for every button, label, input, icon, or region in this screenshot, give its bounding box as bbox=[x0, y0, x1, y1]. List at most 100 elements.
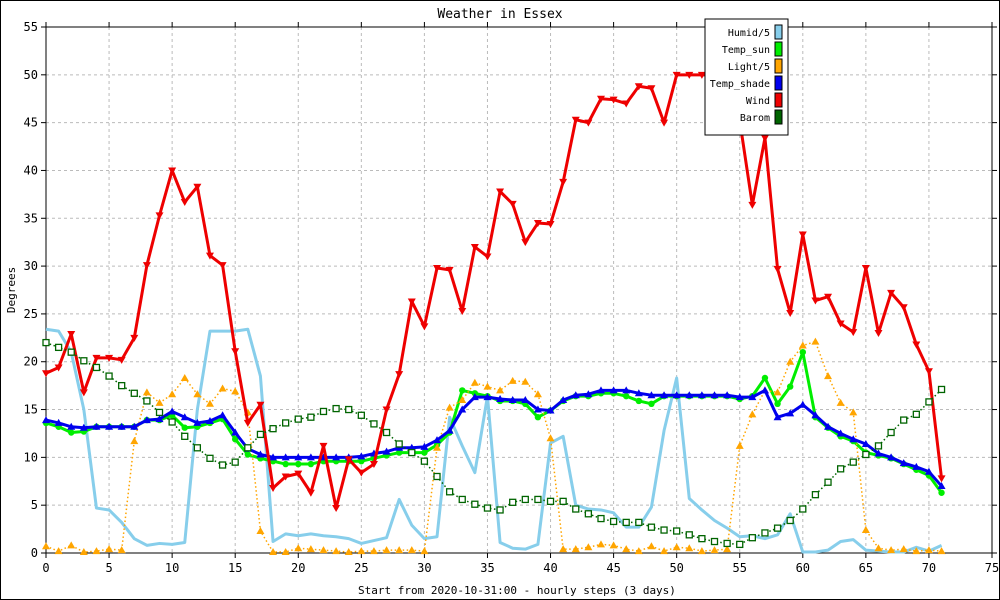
legend-label-humid-5: Humid/5 bbox=[728, 28, 770, 39]
data-point-temp-shade bbox=[584, 390, 593, 398]
data-point-wind bbox=[508, 200, 517, 208]
data-point-temp-shade bbox=[155, 415, 164, 423]
y-tick-label: 30 bbox=[24, 259, 38, 273]
y-tick-label: 5 bbox=[31, 498, 38, 512]
data-point-barom bbox=[609, 517, 618, 526]
data-point-temp-sun bbox=[282, 460, 289, 468]
data-point-temp-shade bbox=[269, 453, 278, 461]
data-point-temp-shade bbox=[433, 436, 442, 444]
data-point-wind bbox=[634, 83, 643, 91]
data-point-wind bbox=[79, 389, 88, 397]
data-point-temp-shade bbox=[445, 426, 454, 434]
data-point-light-5 bbox=[924, 546, 933, 554]
data-point-temp-shade bbox=[382, 447, 391, 455]
data-point-wind bbox=[407, 298, 416, 306]
legend-label-temp-sun: Temp_sun bbox=[722, 45, 770, 56]
data-point-wind bbox=[924, 368, 933, 376]
data-point-light-5 bbox=[105, 545, 114, 553]
data-point-barom bbox=[92, 363, 101, 372]
legend-label-wind: Wind bbox=[746, 96, 770, 107]
data-point-light-5 bbox=[672, 543, 681, 551]
data-point-light-5 bbox=[117, 546, 126, 554]
data-point-light-5 bbox=[584, 543, 593, 551]
data-point-wind bbox=[168, 167, 177, 175]
data-point-temp-shade bbox=[231, 428, 240, 436]
data-point-light-5 bbox=[54, 547, 63, 555]
x-tick-label: 30 bbox=[417, 561, 431, 575]
legend-swatch-wind bbox=[774, 92, 783, 108]
data-point-barom bbox=[118, 381, 126, 390]
data-point-temp-shade bbox=[470, 393, 479, 401]
x-tick-label: 50 bbox=[669, 561, 683, 575]
data-point-barom bbox=[862, 450, 870, 459]
data-point-light-5 bbox=[735, 441, 744, 449]
data-point-wind bbox=[420, 323, 429, 331]
grid-lines bbox=[46, 27, 992, 553]
data-point-wind bbox=[105, 354, 114, 362]
y-tick-label: 20 bbox=[24, 355, 38, 369]
data-point-temp-shade bbox=[760, 386, 769, 394]
data-point-barom bbox=[420, 457, 429, 465]
data-point-temp-sun bbox=[761, 374, 769, 382]
data-point-temp-sun bbox=[244, 451, 252, 458]
series-layer bbox=[42, 71, 946, 556]
data-point-light-5 bbox=[521, 377, 530, 385]
data-point-light-5 bbox=[634, 547, 643, 555]
legend: Humid/5 Temp_sun Light/5 Temp_shade Wind Baro… bbox=[704, 18, 789, 136]
data-point-temp-sun bbox=[799, 348, 806, 356]
y-tick-label: 50 bbox=[24, 68, 38, 82]
data-point-light-5 bbox=[647, 542, 656, 550]
data-point-light-5 bbox=[168, 390, 177, 398]
data-point-barom bbox=[181, 432, 189, 440]
data-point-barom bbox=[635, 518, 643, 527]
x-tick-label: 45 bbox=[606, 561, 620, 575]
data-point-wind bbox=[117, 356, 126, 364]
data-point-temp-sun bbox=[181, 424, 188, 431]
data-point-wind bbox=[496, 188, 505, 196]
data-point-barom bbox=[382, 428, 391, 437]
data-point-barom bbox=[256, 430, 265, 439]
data-point-barom bbox=[130, 389, 138, 397]
data-point-temp-shade bbox=[420, 442, 429, 450]
data-point-light-5 bbox=[382, 546, 391, 554]
data-point-barom bbox=[559, 497, 567, 506]
data-point-barom bbox=[307, 413, 315, 421]
data-point-barom bbox=[824, 478, 832, 486]
data-point-temp-shade bbox=[256, 450, 265, 458]
data-point-barom bbox=[54, 343, 63, 352]
data-point-temp-shade bbox=[168, 407, 177, 415]
x-tick-label: 35 bbox=[480, 561, 494, 575]
data-point-light-5 bbox=[773, 388, 782, 396]
x-tick-label: 70 bbox=[922, 561, 936, 575]
data-point-temp-shade bbox=[180, 413, 189, 421]
data-point-wind bbox=[899, 304, 908, 312]
data-point-temp-sun bbox=[459, 387, 466, 394]
data-point-temp-shade bbox=[786, 409, 795, 417]
data-point-wind bbox=[912, 341, 921, 349]
data-point-barom bbox=[723, 539, 731, 548]
data-point-temp-shade bbox=[533, 405, 542, 413]
data-point-wind bbox=[697, 71, 706, 79]
data-point-light-5 bbox=[306, 545, 315, 553]
data-point-wind bbox=[180, 199, 189, 207]
data-point-barom bbox=[206, 454, 214, 462]
data-point-temp-shade bbox=[105, 422, 114, 430]
data-point-light-5 bbox=[205, 399, 214, 407]
data-point-light-5 bbox=[218, 384, 227, 392]
data-point-wind bbox=[798, 231, 807, 239]
x-tick-label: 40 bbox=[543, 561, 557, 575]
data-point-barom bbox=[534, 495, 542, 504]
data-point-light-5 bbox=[483, 382, 492, 390]
data-point-barom bbox=[622, 518, 630, 527]
data-point-light-5 bbox=[786, 357, 795, 365]
data-point-light-5 bbox=[609, 541, 618, 549]
data-point-light-5 bbox=[420, 547, 429, 555]
data-point-wind bbox=[395, 371, 404, 379]
x-tick-label: 20 bbox=[291, 561, 305, 575]
data-point-temp-shade bbox=[672, 391, 681, 399]
data-point-temp-shade bbox=[937, 482, 946, 490]
data-point-wind bbox=[218, 262, 227, 270]
x-tick-label: 75 bbox=[985, 561, 999, 575]
data-point-temp-sun bbox=[635, 397, 643, 405]
